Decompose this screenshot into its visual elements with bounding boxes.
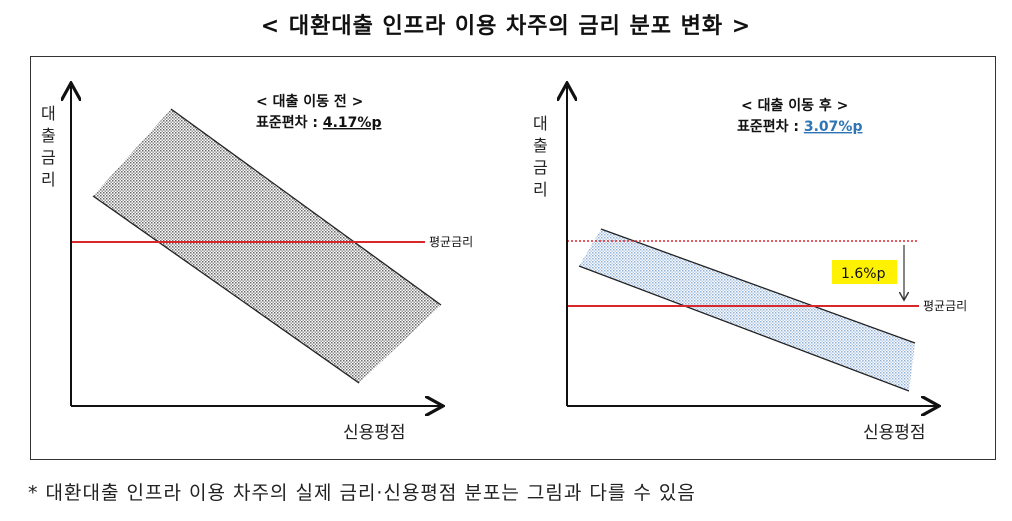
right-heading: < 대출 이동 후 >: [741, 97, 848, 114]
diagram-svg: 평균금리 대 출 금 리 신용평점 < 대출 이동 전 > 표준편차 : 4.1…: [41, 57, 967, 443]
left-band-upper-edge: [170, 108, 442, 306]
left-average-rate-label: 평균금리: [429, 235, 473, 249]
right-change-label: 1.6%p: [841, 266, 886, 282]
right-y-axis-label-1: 대: [533, 114, 548, 133]
right-rate-band: [579, 229, 915, 391]
right-band-lower-edge: [578, 265, 910, 392]
left-heading: < 대출 이동 전 >: [256, 93, 363, 110]
right-std-caption: 표준편차 :: [737, 118, 804, 135]
diagram-frame: 평균금리 대 출 금 리 신용평점 < 대출 이동 전 > 표준편차 : 4.1…: [30, 56, 996, 460]
left-rate-band: [93, 109, 441, 383]
right-x-axis-label: 신용평점: [863, 423, 926, 443]
right-change-highlight: [832, 260, 897, 284]
left-std-caption: 표준편차 :: [256, 114, 323, 131]
right-panel: 평균금리 1.6%p 대 출 금 리 신용평점 < 대출 이동 후 > 표준편차…: [533, 85, 967, 443]
left-std-label: 표준편차 : 4.17%p: [256, 114, 381, 131]
right-band-upper-edge: [600, 228, 916, 344]
right-y-axis-label-2: 출: [533, 136, 548, 155]
right-y-axis-label-4: 리: [533, 180, 548, 199]
right-y-axis-label-3: 금: [533, 158, 548, 177]
left-x-axis-label: 신용평점: [343, 423, 406, 443]
page-title: < 대환대출 인프라 이용 차주의 금리 분포 변화 >: [260, 14, 752, 39]
left-y-axis-label-1: 대: [41, 104, 56, 123]
right-average-rate-label: 평균금리: [923, 299, 967, 313]
left-band-lower-edge: [92, 195, 360, 384]
left-std-value: 4.17%p: [323, 115, 382, 131]
left-panel: 평균금리 대 출 금 리 신용평점 < 대출 이동 전 > 표준편차 : 4.1…: [41, 85, 473, 443]
right-std-value: 3.07%p: [804, 119, 863, 135]
right-std-label: 표준편차 : 3.07%p: [737, 118, 862, 135]
left-y-axis-label-4: 리: [41, 170, 56, 189]
left-y-axis-label-2: 출: [41, 126, 56, 145]
left-y-axis-label-3: 금: [41, 148, 56, 167]
footnote: * 대환대출 인프라 이용 차주의 실제 금리·신용평점 분포는 그림과 다를 …: [28, 482, 696, 504]
